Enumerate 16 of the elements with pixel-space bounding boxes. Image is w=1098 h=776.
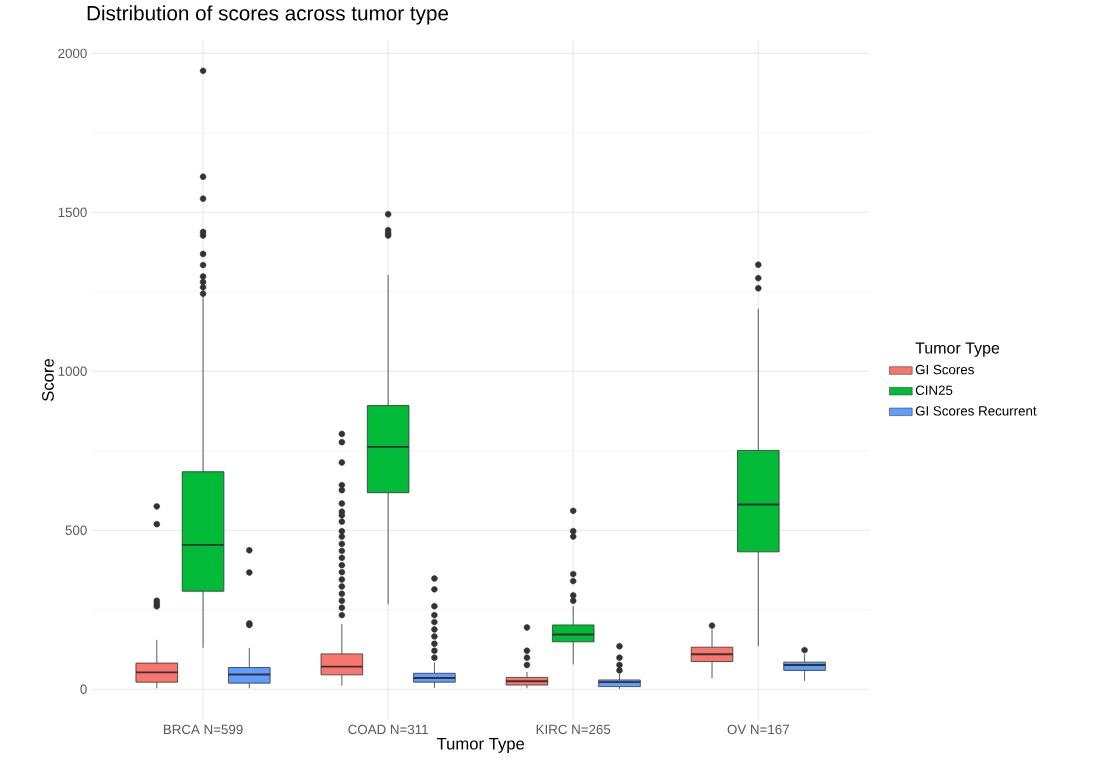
y-tick-label: 500	[65, 525, 87, 535]
x-tick-label: BRCA N=599	[163, 724, 243, 735]
y-tick-label: 1000	[58, 366, 87, 376]
x-tick-label: COAD N=311	[348, 724, 428, 735]
legend-label: GI Scores Recurrent	[915, 406, 1037, 416]
x-tick-label: KIRC N=265	[536, 724, 611, 735]
y-tick-label: 2000	[58, 48, 87, 59]
y-axis-title: Score	[42, 358, 54, 402]
legend-title: Tumor Type	[915, 342, 1000, 357]
legend-label: CIN25	[915, 385, 953, 395]
x-tick-label: OV N=167	[727, 724, 789, 735]
y-tick-label: 1500	[58, 207, 87, 218]
chart-title: Distribution of scores across tumor type	[87, 5, 449, 25]
x-axis-title: Tumor Type	[436, 737, 525, 753]
legend-label: GI Scores	[915, 364, 974, 375]
y-tick-label: 0	[80, 684, 87, 694]
